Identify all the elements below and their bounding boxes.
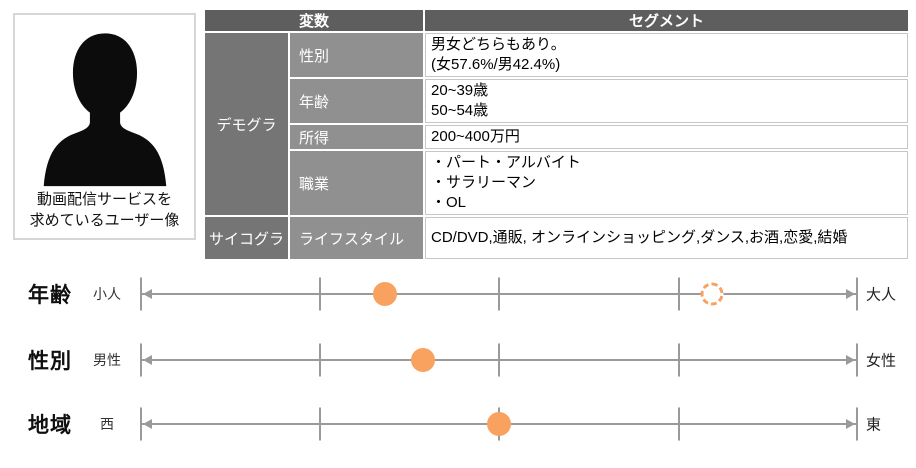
track-endbar-left xyxy=(140,343,142,377)
track-tick xyxy=(677,407,680,441)
segment-cell-occupation: ・パート・アルバイト ・サラリーマン ・OL xyxy=(425,151,908,215)
track-endbar-right xyxy=(856,407,858,441)
variable-cell-age: 年齢 xyxy=(290,79,424,123)
slider-row-age: 年齢 小人 大人 xyxy=(0,272,916,316)
slider-left-label: 小人 xyxy=(93,286,121,302)
table-row: 年齢 20~39歳 50~54歳 xyxy=(205,79,908,123)
track-tick xyxy=(498,343,500,377)
slider-marker[interactable] xyxy=(487,412,511,436)
arrow-left-icon xyxy=(143,355,152,365)
person-silhouette-icon xyxy=(43,33,166,187)
slider-marker[interactable] xyxy=(410,348,435,372)
arrow-right-icon xyxy=(846,355,855,365)
track-tick xyxy=(318,277,321,311)
track-tick xyxy=(498,277,500,311)
slider-right-label: 女性 xyxy=(866,352,897,370)
slider-track-age xyxy=(140,272,858,316)
variable-cell-occupation: 職業 xyxy=(290,151,424,215)
col-header-variable: 変数 xyxy=(205,10,424,31)
slider-title: 性別 xyxy=(28,350,72,373)
track-endbar-right xyxy=(856,277,858,311)
table-row: デモグラ 性別 男女どちらもあり。 (女57.6%/男42.4%) xyxy=(205,33,908,215)
col-header-segment: セグメント xyxy=(425,10,908,31)
variable-cell-gender: 性別 xyxy=(290,33,424,77)
slider-row-gender: 性別 男性 女性 xyxy=(0,338,916,382)
arrow-left-icon xyxy=(143,419,152,429)
table-row: 職業 ・パート・アルバイト ・サラリーマン ・OL xyxy=(205,151,908,215)
slider-row-region: 地域 西 東 xyxy=(0,402,916,446)
slider-track-region xyxy=(140,402,858,446)
persona-caption-line1: 動画配信サービスを xyxy=(36,191,172,208)
track-endbar-right xyxy=(856,343,858,377)
arrow-left-icon xyxy=(143,289,152,299)
table-header-row: 変数 セグメント xyxy=(205,10,908,31)
slider-left-label: 男性 xyxy=(93,352,121,368)
track-endbar-left xyxy=(140,407,142,441)
track-endbar-left xyxy=(140,277,142,311)
arrow-right-icon xyxy=(846,289,855,299)
persona-card: 動画配信サービスを 求めているユーザー像 xyxy=(13,13,196,240)
segment-cell-lifestyle: CD/DVD,通販, オンラインショッピング,ダンス,お酒,恋愛,結婚 xyxy=(425,217,908,259)
slider-title: 年齢 xyxy=(28,284,72,307)
track-tick xyxy=(318,407,321,441)
variable-cell-lifestyle: ライフスタイル xyxy=(290,217,424,259)
segment-cell-income: 200~400万円 xyxy=(425,125,908,149)
track-tick xyxy=(318,343,321,377)
table-row: 所得 200~400万円 xyxy=(205,125,908,149)
track-tick xyxy=(677,343,680,377)
slider-marker-dashed[interactable] xyxy=(700,282,724,306)
track-tick xyxy=(677,277,680,311)
slider-left-label: 西 xyxy=(100,416,114,432)
segment-cell-age: 20~39歳 50~54歳 xyxy=(425,79,908,123)
group-cell-demographics: デモグラ xyxy=(205,33,288,215)
arrow-right-icon xyxy=(846,419,855,429)
variable-cell-income: 所得 xyxy=(290,125,424,149)
segment-cell-gender: 男女どちらもあり。 (女57.6%/男42.4%) xyxy=(425,33,908,77)
slider-right-label: 東 xyxy=(866,416,882,434)
group-cell-psychographics: サイコグラ xyxy=(205,217,288,259)
slider-right-label: 大人 xyxy=(866,286,897,304)
slider-title: 地域 xyxy=(28,414,72,437)
slider-track-gender xyxy=(140,338,858,382)
table-row: サイコグラ ライフスタイル CD/DVD,通販, オンラインショッピング,ダンス… xyxy=(205,217,908,259)
persona-caption: 動画配信サービスを 求めているユーザー像 xyxy=(30,189,180,231)
persona-caption-line2: 求めているユーザー像 xyxy=(29,212,180,229)
persona-table: 変数 セグメント デモグラ 性別 男女どちらもあり。 (女57.6%/男42.4… xyxy=(203,8,910,261)
slider-marker[interactable] xyxy=(372,282,397,306)
